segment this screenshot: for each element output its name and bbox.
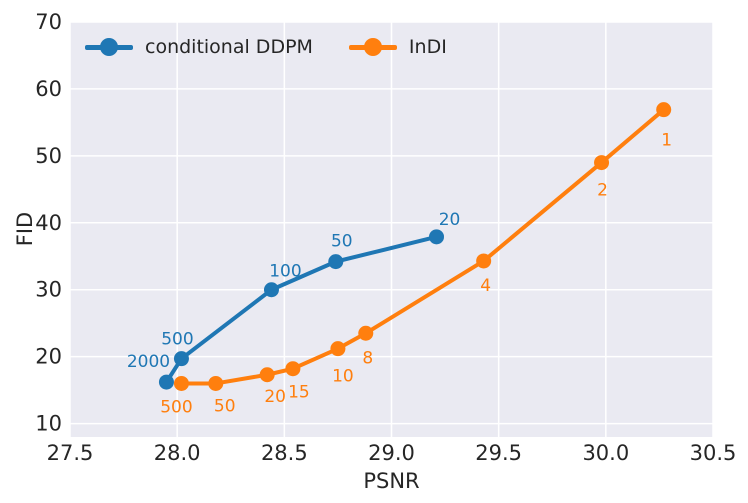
y-tick-label: 70 — [35, 10, 62, 34]
point-step-label: 8 — [362, 348, 373, 368]
x-tick-label: 30.0 — [582, 441, 629, 465]
y-axis-label: FID — [13, 211, 37, 247]
y-tick-label: 40 — [35, 211, 62, 235]
x-tick-label: 29.5 — [475, 441, 522, 465]
x-tick-label: 27.5 — [47, 441, 94, 465]
y-tick-label: 30 — [35, 278, 62, 302]
point-step-label: 500 — [160, 397, 192, 417]
legend-label: conditional DDPM — [145, 36, 313, 58]
point-step-label: 4 — [480, 276, 491, 296]
y-tick-label: 10 — [35, 412, 62, 436]
point-step-label: 500 — [161, 330, 193, 350]
line-dot-marker-icon — [348, 37, 397, 57]
y-tick-label: 50 — [35, 144, 62, 168]
legend-dot-icon — [100, 38, 118, 56]
point-step-label: 100 — [269, 262, 301, 282]
x-tick-label: 29.0 — [368, 441, 415, 465]
legend-dot-icon — [363, 38, 382, 56]
x-tick-label: 28.5 — [261, 441, 308, 465]
data-point — [429, 229, 445, 245]
legend: conditional DDPM InDI — [85, 36, 447, 58]
legend-item-conditional-ddpm: conditional DDPM — [85, 36, 313, 58]
data-point — [476, 253, 492, 269]
data-point — [656, 102, 672, 118]
point-step-label: 20 — [264, 387, 286, 407]
point-step-label: 10 — [332, 367, 354, 387]
x-tick-label: 30.5 — [690, 441, 737, 465]
legend-label: InDI — [408, 36, 447, 58]
data-point — [594, 155, 610, 171]
x-axis-label: PSNR — [363, 469, 420, 493]
data-point — [173, 351, 189, 367]
data-point — [263, 282, 279, 298]
y-tick-label: 60 — [35, 77, 62, 101]
point-step-label: 2 — [597, 181, 608, 201]
data-point — [285, 361, 301, 377]
data-point — [259, 367, 275, 383]
legend-item-indi: InDI — [348, 36, 447, 58]
data-point — [173, 375, 189, 391]
data-point — [330, 341, 346, 357]
point-step-label: 20 — [439, 210, 461, 230]
data-point — [158, 374, 174, 390]
data-point — [358, 325, 374, 341]
point-step-label: 50 — [214, 396, 236, 416]
point-step-label: 1 — [661, 131, 672, 151]
line-dot-marker-icon — [85, 37, 133, 57]
point-step-label: 15 — [288, 383, 310, 403]
data-point — [328, 254, 344, 270]
data-point — [208, 375, 224, 391]
point-step-label: 2000 — [127, 352, 170, 372]
y-tick-label: 20 — [35, 345, 62, 369]
point-step-label: 50 — [331, 232, 353, 252]
x-tick-label: 28.0 — [154, 441, 201, 465]
